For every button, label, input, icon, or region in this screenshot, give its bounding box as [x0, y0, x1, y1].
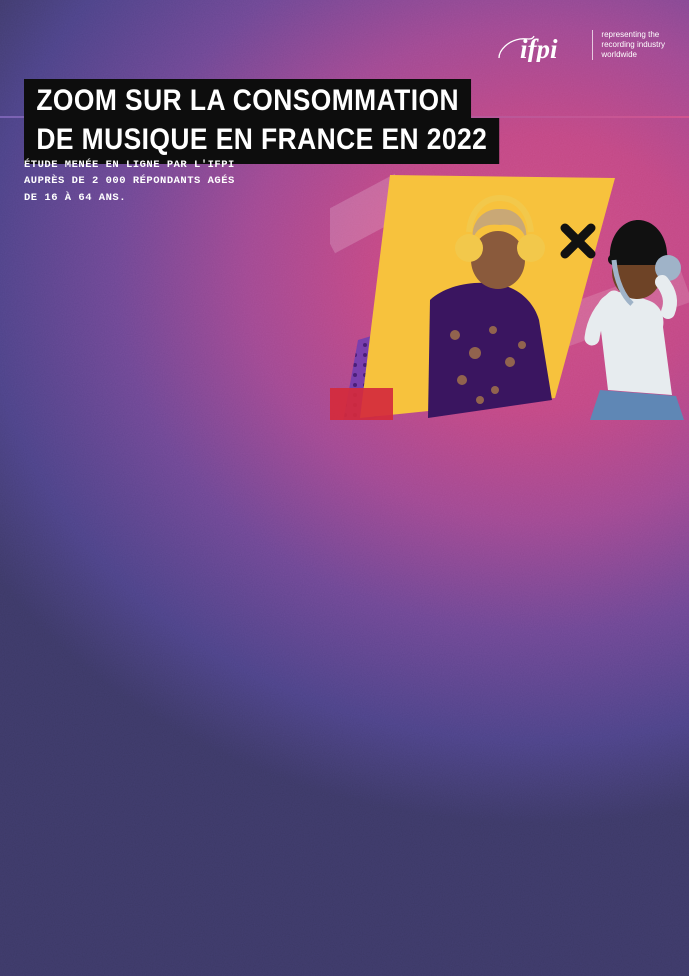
svg-text:ifpi: ifpi — [520, 34, 558, 62]
